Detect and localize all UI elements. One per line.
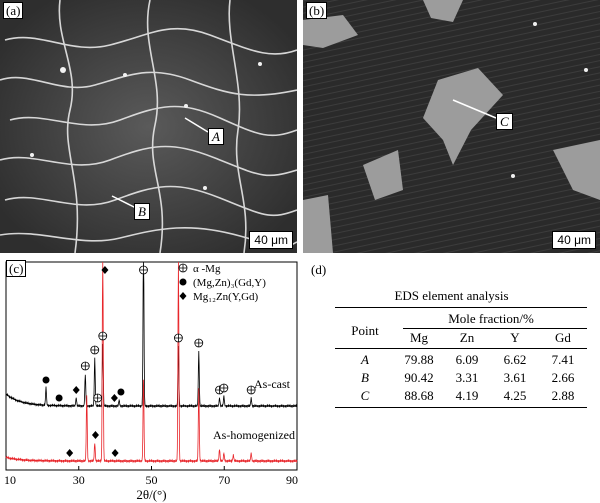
point-c-label: C xyxy=(496,113,513,130)
panel-d-tag: (d) xyxy=(309,262,329,277)
eds-table-title: EDS element analysis xyxy=(394,288,509,303)
table-bottom-rule xyxy=(335,407,587,408)
row-a-point: A xyxy=(361,352,369,367)
header-point: Point xyxy=(351,323,379,338)
xrd-chart: As-cast As-homogenized α -Mg (Mg,Zn)₃(Gd,Y)… xyxy=(4,261,298,502)
row-b-y: 3.61 xyxy=(503,370,527,385)
x-tick-label-0: 10 xyxy=(4,473,16,487)
row-b-gd: 2.66 xyxy=(551,370,575,385)
row-b-zn: 3.31 xyxy=(455,370,479,385)
marker-cast-13 xyxy=(219,383,229,393)
xrd-series-0 xyxy=(5,261,298,409)
marker-cast-8 xyxy=(117,388,125,396)
series-label-0: As-cast xyxy=(254,377,291,391)
marker-cast-0 xyxy=(42,376,50,384)
row-b-point: B xyxy=(361,370,369,385)
marker-cast-2 xyxy=(72,386,80,394)
legend-marker-0 xyxy=(178,263,188,273)
xrd-chart-panel: (c) As-cast As-homogenized α -Mg (Mg,Zn)₃(G… xyxy=(0,256,303,503)
legend-marker-2 xyxy=(179,292,187,300)
marker-homog-3 xyxy=(111,449,119,457)
header-zn: Zn xyxy=(459,330,475,345)
legend-label-2: Mg₁₂Zn(Y,Gd) xyxy=(193,291,259,303)
marker-cast-9 xyxy=(139,265,148,275)
legend-label-0: α -Mg xyxy=(193,263,221,275)
marker-cast-5 xyxy=(93,393,103,403)
scale-bar-a: 40 μm xyxy=(249,231,293,249)
x-tick-label-4: 90 xyxy=(286,473,298,487)
marker-cast-3 xyxy=(80,361,90,371)
row-a-y: 6.62 xyxy=(503,352,527,367)
micrograph-as-homogenized: (b) C 40 μm xyxy=(303,0,600,253)
row-a-zn: 6.09 xyxy=(455,352,479,367)
marker-cast-1 xyxy=(55,394,63,402)
scale-bar-b: 40 μm xyxy=(552,231,596,249)
arrow-c xyxy=(452,99,497,119)
x-tick-label-1: 30 xyxy=(73,473,85,487)
point-b-label: B xyxy=(134,203,150,220)
series-label-1: As-homogenized xyxy=(213,428,295,442)
xrd-series-1 xyxy=(5,261,298,464)
row-c-mg: 88.68 xyxy=(404,388,434,403)
header-gd: Gd xyxy=(555,330,571,345)
table-top-rule xyxy=(335,307,587,308)
row-c-gd: 2.88 xyxy=(551,388,575,403)
x-tick-label-2: 50 xyxy=(146,473,158,487)
row-c-y: 4.25 xyxy=(503,388,527,403)
panel-b-tag: (b) xyxy=(306,2,328,19)
marker-cast-11 xyxy=(194,338,204,348)
marker-cast-10 xyxy=(174,333,183,343)
marker-homog-1 xyxy=(91,431,99,439)
legend-marker-1 xyxy=(179,278,187,286)
row-b-mg: 90.42 xyxy=(404,370,434,385)
header-mg: Mg xyxy=(409,330,429,345)
marker-homog-0 xyxy=(66,449,74,457)
row-a-gd: 7.41 xyxy=(551,352,575,367)
header-rule xyxy=(335,348,587,349)
marker-cast-4 xyxy=(90,345,100,355)
header-y: Y xyxy=(510,330,520,345)
row-c-point: C xyxy=(360,388,370,403)
eds-table-panel: (d) EDS element analysis Point Mole frac… xyxy=(303,256,600,503)
row-c-zn: 4.19 xyxy=(455,388,479,403)
header-mole-fraction: Mole fraction/% xyxy=(448,311,534,326)
arrow-a xyxy=(184,117,209,133)
group-header-rule xyxy=(403,328,587,329)
arrow-b xyxy=(111,195,137,209)
micrograph-as-homogenized-image xyxy=(303,0,600,253)
row-a-mg: 79.88 xyxy=(404,352,434,367)
marker-cast-7 xyxy=(110,394,118,402)
point-a-label: A xyxy=(208,128,224,145)
x-axis-label: 2θ/(°) xyxy=(136,487,166,502)
x-tick-label-3: 70 xyxy=(218,473,230,487)
marker-homog-2 xyxy=(101,266,109,274)
micrograph-as-cast: (a) A B 40 μm xyxy=(0,0,297,253)
marker-cast-6 xyxy=(98,331,108,341)
legend-label-1: (Mg,Zn)₃(Gd,Y) xyxy=(193,277,266,289)
marker-cast-14 xyxy=(246,385,256,395)
panel-a-tag: (a) xyxy=(3,2,24,19)
panel-c-tag: (c) xyxy=(6,260,27,277)
